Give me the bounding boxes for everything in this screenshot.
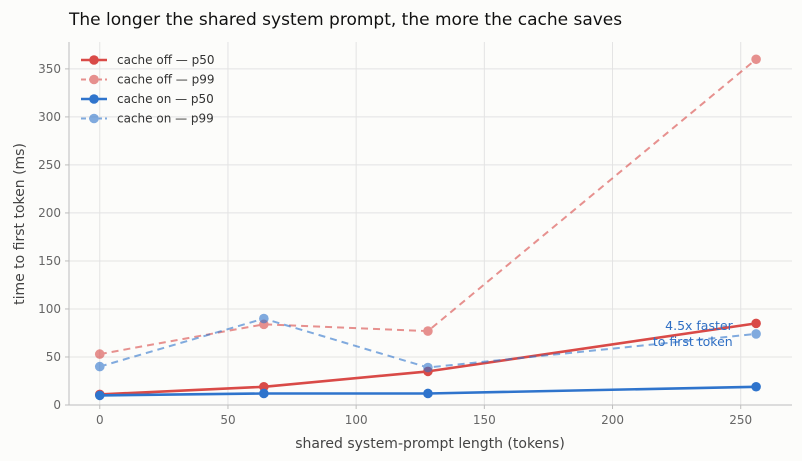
legend-item xyxy=(81,113,107,124)
x-axis-label: shared system-prompt length (tokens) xyxy=(295,436,565,452)
data-point xyxy=(423,326,433,336)
y-tick-label: 250 xyxy=(38,158,61,172)
plot-series xyxy=(94,54,761,401)
legend-marker xyxy=(89,55,99,65)
data-point xyxy=(94,361,105,372)
x-tick-label: 250 xyxy=(729,413,752,427)
series-2 xyxy=(94,381,761,401)
x-tick-label: 100 xyxy=(345,413,368,427)
legend-marker xyxy=(89,94,99,104)
y-tick-label: 100 xyxy=(38,302,61,316)
legend-item xyxy=(81,94,107,104)
axes: 0 50 100 150 200 250 0 50 100 150 200 250 300 350 xyxy=(38,42,792,427)
legend-marker xyxy=(89,74,99,85)
data-point xyxy=(751,54,761,65)
y-axis-label: time to first token (ms) xyxy=(12,143,28,305)
y-tick-label: 200 xyxy=(38,206,61,220)
legend-label: cache on — p50 xyxy=(117,92,214,106)
y-tick-label: 50 xyxy=(46,350,61,364)
grid xyxy=(69,42,792,406)
annotation-text: to first token xyxy=(653,334,733,349)
series-3 xyxy=(94,313,761,373)
x-tick-label: 0 xyxy=(96,413,104,427)
chart-title: The longer the shared system prompt, the… xyxy=(68,10,622,30)
series-line xyxy=(99,322,757,396)
data-point xyxy=(259,381,269,392)
x-tick-label: 200 xyxy=(601,413,624,427)
legend-label: cache off — p50 xyxy=(117,53,214,67)
legend-marker xyxy=(89,113,99,124)
series-line xyxy=(99,385,757,397)
data-point xyxy=(751,329,761,339)
series-line xyxy=(99,317,757,369)
x-tick-label: 50 xyxy=(220,413,235,427)
y-tick-label: 350 xyxy=(38,62,61,76)
y-tick-label: 150 xyxy=(38,254,61,268)
legend-item xyxy=(81,55,107,65)
data-point xyxy=(751,318,761,329)
data-point xyxy=(259,388,269,399)
y-tick-label: 300 xyxy=(38,110,61,124)
data-point xyxy=(94,390,105,401)
data-point xyxy=(259,313,269,324)
data-point xyxy=(423,388,433,399)
data-point xyxy=(423,362,433,373)
y-tick-label: 0 xyxy=(53,398,61,412)
legend: cache off — p50 cache off — p99 cache on —… xyxy=(81,53,214,126)
series-line xyxy=(99,58,757,356)
legend-item xyxy=(81,74,107,85)
legend-label: cache on — p99 xyxy=(117,112,214,126)
legend-label: cache off — p99 xyxy=(117,73,214,87)
x-tick-label: 150 xyxy=(473,413,496,427)
data-point xyxy=(94,349,105,359)
data-point xyxy=(751,381,761,392)
annotation-text: 4.5x faster xyxy=(665,318,733,333)
